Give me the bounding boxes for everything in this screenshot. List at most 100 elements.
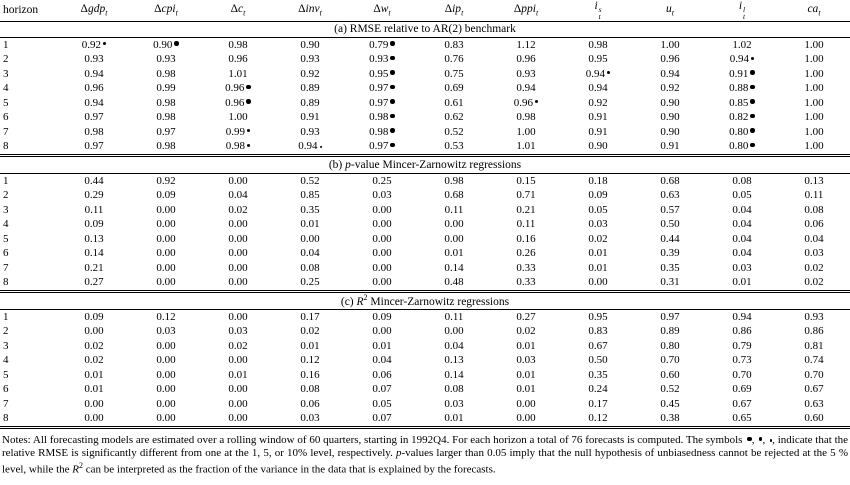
value-cell: 0.63 [778,397,850,412]
significance-1pct-bullet [750,142,755,148]
cell-value: 0.94 [588,82,608,95]
value-cell: 0.93 [58,52,130,67]
value-cell: 0.33 [490,275,562,291]
results-table: horizon Δgdpt Δcpit Δct Δinvt Δwt Δipt Δppit i s t… [0,0,850,429]
value-cell: 0.96 [202,96,274,111]
cell-value: 0.00 [444,232,464,245]
value-cell: 0.03 [490,353,562,368]
value-cell: 0.98 [202,139,274,155]
subscript: t [105,8,108,18]
value-cell: 0.00 [130,411,202,427]
delta-symbol: Δ [373,3,381,16]
value-cell: 0.00 [130,232,202,247]
cell-value: 0.04 [732,218,752,231]
cell-value: 0.96 [225,82,245,95]
value-cell: 0.96 [490,96,562,111]
value-cell: 0.14 [418,368,490,383]
column-header-u: ut [634,0,706,22]
value-cell: 0.07 [346,382,418,397]
value-cell: 0.94 [58,96,130,111]
cell-value: 0.81 [804,339,824,352]
cell-value: 0.02 [228,339,248,352]
value-cell: 0.07 [346,411,418,427]
value-cell: 0.94 [562,67,634,82]
superscript: l [743,5,746,14]
value-cell: 0.39 [634,246,706,261]
cell-value: 0.95 [369,67,389,80]
cell-value: 0.92 [588,96,608,109]
cell-value: 0.12 [300,354,320,367]
panel-c-row-7: 7 0.00 0.00 0.00 0.06 0.05 0.03 0.00 0.17 0.45 0.6… [0,397,850,412]
value-cell: 0.00 [58,324,130,339]
value-cell: 0.33 [490,261,562,276]
cell-value: 0.91 [729,67,749,80]
cell-value: 0.04 [732,232,752,245]
cell-value: 0.13 [804,174,824,187]
cell-value: 0.33 [516,261,536,274]
value-cell: 0.01 [490,368,562,383]
cell-value: 0.96 [225,96,245,109]
value-cell: 0.00 [346,203,418,218]
significance-5pct-bullet [535,100,539,104]
horizon-label: 7 [3,261,9,274]
cell-value: 0.74 [804,354,824,367]
cell-value: 0.02 [588,232,608,245]
cell-value: 0.00 [156,247,176,260]
significance-1pct-bullet [390,128,395,133]
cell-value: 0.02 [300,325,320,338]
cell-value: 0.29 [84,189,104,202]
value-cell: 0.92 [634,81,706,96]
text-segment: Notes: All forecasting models are estima… [2,433,746,446]
cell-value: 0.04 [300,247,320,260]
value-cell: 0.09 [58,217,130,232]
cell-value: 0.21 [84,261,104,274]
cell-value: 0.50 [588,354,608,367]
value-cell: 1.12 [490,37,562,52]
value-cell: 0.38 [634,411,706,427]
cell-value: 0.01 [84,368,104,381]
significance-10pct-bullet [319,146,322,149]
value-cell: 0.97 [634,309,706,324]
cell-value: 0.33 [516,276,536,289]
value-cell: 0.99 [130,81,202,96]
cell-value: 0.93 [516,67,536,80]
horizon-label: 6 [3,383,9,396]
cell-value: 0.17 [300,310,320,323]
panel-a-row-2: 2 0.93 0.93 0.96 0.93 0.93 0.76 0.96 0.95 0.96 0.9… [0,52,850,67]
cell-value: 0.11 [444,310,464,323]
value-cell: 0.27 [58,275,130,291]
value-cell: 0.04 [706,217,778,232]
significance-5pct-bullet [759,437,763,441]
cell-value: 0.92 [81,38,102,51]
value-cell: 0.04 [706,246,778,261]
variable-name: cpi [161,3,176,16]
value-cell: 0.83 [418,37,490,52]
value-cell: 0.80 [634,339,706,354]
value-cell: 1.00 [778,81,850,96]
superscript-text: 2 [363,293,368,303]
value-cell: 0.00 [202,275,274,291]
cell-value: 0.35 [300,203,320,216]
value-cell: 0.00 [418,217,490,232]
value-cell: 0.01 [706,275,778,291]
cell-value: 1.00 [804,96,824,109]
value-cell: 0.97 [58,110,130,125]
panel-c-row-8: 8 0.00 0.00 0.00 0.03 0.07 0.01 0.00 0.12 0.38 0.6… [0,411,850,427]
text-segment: Mincer-Zarnowitz regressions [367,295,510,308]
value-cell: 0.67 [706,397,778,412]
cell-value: 0.80 [729,140,749,153]
horizon-label: 1 [3,310,9,323]
value-cell: 0.03 [346,188,418,203]
variable-name: inv [305,3,320,16]
cell-value: 0.98 [228,38,248,51]
column-header-gdp: Δgdpt [58,0,130,22]
cell-value: 0.00 [228,397,248,410]
panel-b-row-2: 2 0.29 0.09 0.04 0.85 0.03 0.68 0.71 0.09 0.63 0.0… [0,188,850,203]
variable-name: u [666,3,672,16]
value-cell: 0.01 [346,339,418,354]
horizon-label: 6 [3,247,9,260]
value-cell: 0.11 [418,203,490,218]
value-cell: 0.14 [58,246,130,261]
cell-value: 0.24 [588,383,608,396]
